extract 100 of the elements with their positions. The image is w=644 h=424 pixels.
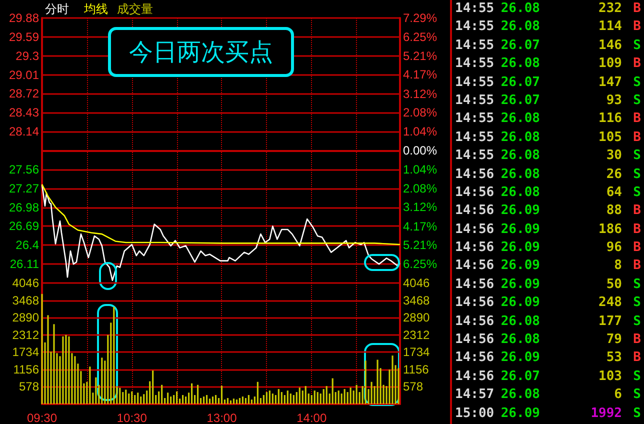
- data-label: 248: [598, 294, 622, 312]
- data-label: 26.08: [500, 18, 540, 36]
- y-tick-label: 2312: [12, 328, 40, 342]
- data-label: 146: [598, 36, 622, 55]
- category-label: 14:56: [455, 239, 494, 258]
- text: B: [633, 220, 641, 239]
- text: B: [633, 202, 641, 220]
- data-label: 1992: [590, 404, 622, 423]
- text: S: [633, 312, 641, 331]
- data-label: 26.09: [500, 239, 540, 258]
- line-series: [41, 184, 401, 246]
- data-label: 8: [614, 257, 622, 276]
- data-label: 26.07: [500, 368, 540, 386]
- text: S: [633, 294, 641, 312]
- text: S: [633, 92, 641, 110]
- data-label: 177: [598, 312, 622, 331]
- category-label: 15:00: [455, 404, 494, 423]
- category-label: 14:55: [455, 0, 494, 18]
- text: S: [633, 74, 641, 92]
- y2-tick-label: 4.17%: [403, 219, 438, 234]
- y-tick-label: 28.14: [8, 124, 40, 139]
- data-label: 116: [598, 110, 622, 128]
- data-label: 26.08: [500, 128, 540, 147]
- x-tick-label: 10:30: [116, 411, 148, 424]
- y2-tick-label: 1.04%: [403, 162, 438, 176]
- annotation: 今日两次买点: [108, 26, 294, 77]
- text: B: [633, 55, 641, 74]
- data-label: 26.09: [500, 276, 540, 294]
- text: B: [633, 18, 641, 36]
- y-tick-label: 578: [18, 380, 40, 394]
- data-label: 26.08: [500, 110, 540, 128]
- y-tick-label: 2890: [12, 310, 40, 325]
- category-label: 14:56: [455, 202, 494, 220]
- data-label: 88: [606, 202, 622, 220]
- y2-tick-label: 6.25%: [403, 30, 438, 44]
- category-label: 14:55: [455, 74, 494, 92]
- category-label: 14:56: [455, 349, 494, 368]
- data-label: 26.08: [500, 312, 540, 331]
- y2-tick-label: 7.29%: [403, 11, 438, 25]
- y2-tick-label: 4.17%: [403, 68, 438, 82]
- category-label: 14:55: [455, 92, 494, 110]
- text: 成交量: [117, 2, 153, 16]
- data-label: 26.07: [500, 74, 540, 92]
- data-label: 26.09: [500, 294, 540, 312]
- category-label: 14:56: [455, 368, 494, 386]
- data-label: 30: [606, 147, 622, 166]
- y-tick-label: 4046: [12, 276, 40, 290]
- data-label: 105: [598, 128, 622, 147]
- data-label: 26.09: [500, 349, 540, 368]
- data-label: 147: [598, 74, 622, 92]
- y2-tick-label: 1734: [403, 345, 430, 360]
- y-tick-label: 27.56: [8, 162, 40, 176]
- category-label: 14:56: [455, 331, 494, 350]
- y-tick-label: 3468: [12, 293, 40, 308]
- data-label: 93: [606, 92, 622, 110]
- y2-tick-label: 1156: [403, 362, 430, 376]
- data-label: 114: [598, 18, 622, 36]
- y2-tick-label: 3.12%: [403, 200, 438, 214]
- data-label: 79: [606, 331, 622, 350]
- category-label: 14:56: [455, 312, 494, 331]
- text: S: [633, 36, 641, 55]
- data-label: 26.07: [500, 36, 540, 55]
- text: 分时: [45, 2, 69, 16]
- y2-tick-label: 1.04%: [403, 124, 438, 139]
- y2-tick-label: 2.08%: [403, 106, 438, 120]
- data-label: 109: [598, 55, 622, 74]
- category-label: 14:57: [455, 386, 494, 404]
- x-tick-label: 14:00: [296, 411, 327, 424]
- category-label: 14:55: [455, 55, 494, 74]
- y-tick-label: 26.4: [16, 238, 40, 252]
- data-label: 26.08: [500, 0, 540, 18]
- text: B: [633, 110, 641, 128]
- data-label: 53: [606, 349, 622, 368]
- y-tick-label: 1156: [13, 362, 40, 376]
- y2-tick-label: 5.21%: [403, 48, 438, 63]
- data-label: 6: [614, 386, 622, 404]
- category-label: 14:56: [455, 294, 494, 312]
- data-label: 26.09: [500, 202, 540, 220]
- y-tick-label: 29.88: [8, 11, 40, 25]
- data-label: 103: [598, 368, 622, 386]
- category-label: 14:56: [455, 184, 494, 202]
- data-label: 232: [598, 0, 622, 18]
- y-tick-label: 28.43: [8, 106, 40, 120]
- x-tick-label: 09:30: [26, 411, 58, 424]
- text: S: [633, 166, 641, 184]
- data-label: 26.08: [500, 331, 540, 350]
- category-label: 14:56: [455, 166, 494, 184]
- y-tick-label: 27.27: [8, 181, 40, 196]
- data-label: 50: [606, 276, 622, 294]
- data-label: 26.08: [500, 166, 540, 184]
- data-label: 26.08: [500, 386, 540, 404]
- y2-tick-label: 2890: [403, 310, 430, 325]
- text: S: [633, 184, 641, 202]
- text: S: [633, 404, 641, 423]
- y-tick-label: 26.69: [8, 219, 40, 234]
- text: S: [633, 276, 641, 294]
- category-label: 14:55: [455, 128, 494, 147]
- data-label: 26.09: [500, 404, 540, 423]
- y2-tick-label: 6.25%: [403, 257, 438, 272]
- text: S: [633, 386, 641, 404]
